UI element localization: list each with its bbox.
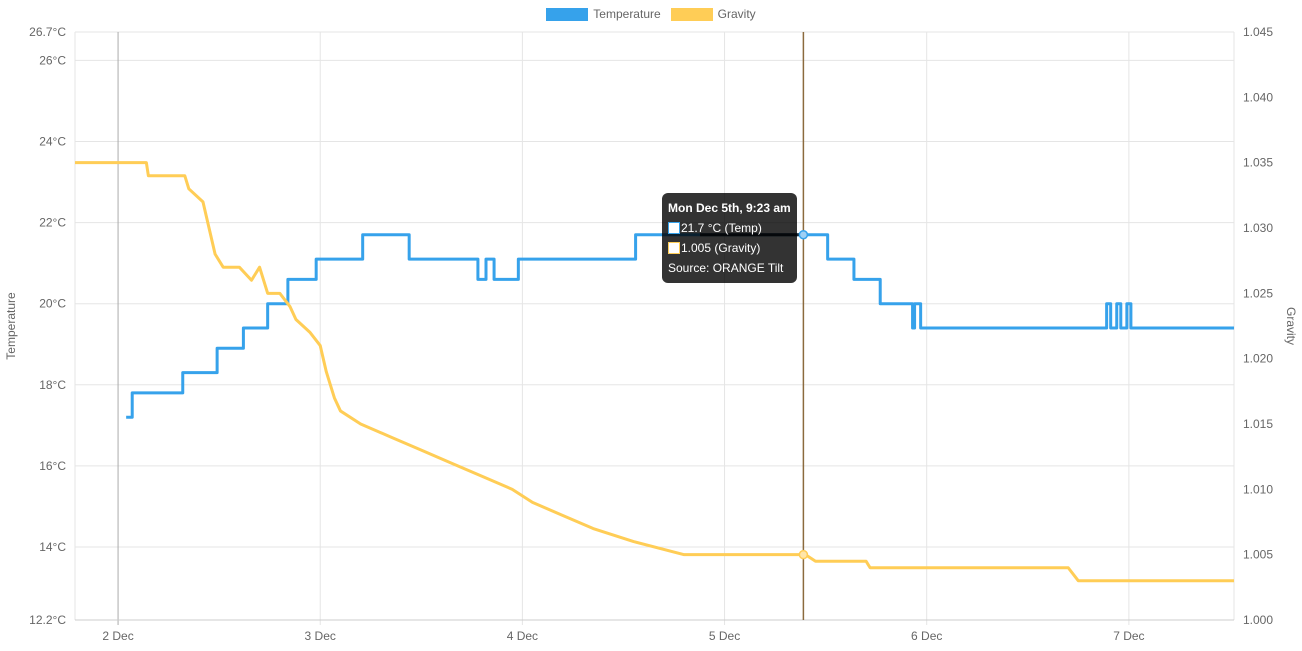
- y-left-tick-label: 20°C: [39, 297, 66, 311]
- temp-swatch: [668, 222, 680, 234]
- legend-label: Temperature: [593, 7, 661, 21]
- y-left-tick-label: 22°C: [39, 216, 66, 230]
- tooltip: Mon Dec 5th, 9:23 am 21.7 °C (Temp) 1.00…: [662, 193, 797, 283]
- y-left-tick-label: 12.2°C: [29, 613, 66, 627]
- y-right-tick-label: 1.010: [1243, 482, 1273, 496]
- hover-point-temperature: [798, 230, 809, 240]
- legend: Temperature Gravity: [0, 7, 1302, 21]
- x-tick-label: 2 Dec: [102, 629, 133, 643]
- y-left-tick-label: 18°C: [39, 378, 66, 392]
- y-left-tick-label: 24°C: [39, 134, 66, 148]
- y-left-tick-label: 16°C: [39, 459, 66, 473]
- x-tick-label: 4 Dec: [507, 629, 538, 643]
- legend-item-gravity[interactable]: Gravity: [670, 7, 756, 21]
- legend-item-temperature[interactable]: Temperature: [546, 7, 661, 21]
- legend-label: Gravity: [717, 7, 756, 21]
- y-right-tick-label: 1.030: [1243, 221, 1273, 235]
- x-tick-label: 5 Dec: [709, 629, 740, 643]
- y-right-tick-label: 1.000: [1243, 613, 1273, 627]
- y-left-tick-label: 26.7°C: [29, 25, 66, 39]
- hover-point-gravity: [798, 549, 809, 560]
- legend-swatch: [670, 7, 713, 21]
- y-right-tick-label: 1.025: [1243, 286, 1273, 300]
- y-right-tick-label: 1.005: [1243, 548, 1273, 562]
- series-line-gravity: [75, 161, 1234, 583]
- tooltip-title: Mon Dec 5th, 9:23 am: [668, 201, 791, 215]
- y-right-tick-label: 1.040: [1243, 90, 1273, 104]
- x-tick-label: 6 Dec: [911, 629, 942, 643]
- y-right-tick-label: 1.015: [1243, 417, 1273, 431]
- y-right-tick-label: 1.045: [1243, 25, 1273, 39]
- y-left-tick-label: 14°C: [39, 540, 66, 554]
- tooltip-gravity: 1.005 (Gravity): [681, 241, 761, 255]
- y-right-axis-title: Gravity: [1284, 307, 1298, 345]
- y-left-tick-label: 26°C: [39, 53, 66, 67]
- y-right-tick-label: 1.020: [1243, 352, 1273, 366]
- series-line-temperature: [126, 233, 1234, 419]
- y-left-axis-title: Temperature: [4, 292, 18, 360]
- gravity-swatch: [668, 242, 680, 254]
- x-tick-label: 3 Dec: [305, 629, 336, 643]
- legend-swatch: [546, 7, 589, 21]
- y-right-tick-label: 1.035: [1243, 156, 1273, 170]
- tooltip-source: Source: ORANGE Tilt: [668, 261, 784, 275]
- x-tick-label: 7 Dec: [1113, 629, 1144, 643]
- tooltip-temp: 21.7 °C (Temp): [681, 221, 762, 235]
